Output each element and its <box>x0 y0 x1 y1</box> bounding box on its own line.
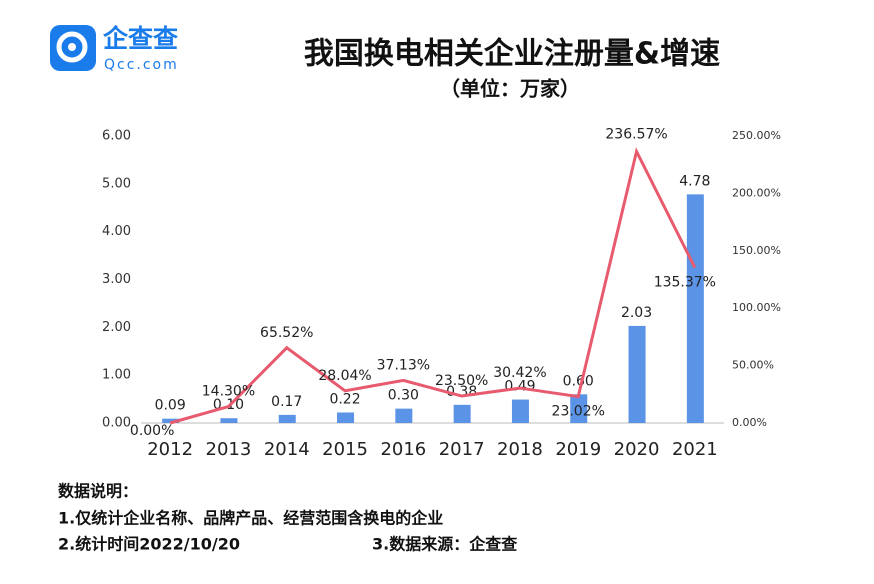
bar <box>278 414 296 423</box>
line-value-label: 14.30% <box>202 384 255 400</box>
y2-tick-label: 150.00% <box>732 244 781 257</box>
line-value-label: 30.42% <box>493 365 546 381</box>
x-tick-label: 2015 <box>322 439 368 460</box>
line-value-label: 236.57% <box>605 126 667 142</box>
y-tick-label: 6.00 <box>102 129 131 144</box>
bar-value-label: 0.60 <box>563 373 594 389</box>
logo-name: 企查查 <box>103 24 178 53</box>
bar-value-label: 4.78 <box>679 173 710 189</box>
note-heading: 数据说明： <box>58 482 138 501</box>
logo-icon-dot <box>68 43 76 51</box>
line-value-label: 0.00% <box>130 423 174 439</box>
y-tick-label: 4.00 <box>102 224 131 239</box>
x-tick-label: 2014 <box>264 439 310 460</box>
bar-value-label: 2.03 <box>621 305 652 321</box>
x-tick-label: 2012 <box>147 439 193 460</box>
x-tick-label: 2013 <box>206 439 252 460</box>
logo-url: Qcc.com <box>104 57 179 73</box>
y-tick-label: 1.00 <box>102 368 131 383</box>
x-tick-label: 2020 <box>614 439 660 460</box>
x-tick-label: 2016 <box>380 439 426 460</box>
note: 1.仅统计企业名称、品牌产品、经营范围含换电的企业 <box>58 509 443 528</box>
x-tick-label: 2021 <box>672 439 718 460</box>
bar <box>686 194 704 423</box>
bar-value-label: 0.09 <box>155 398 186 414</box>
line <box>169 147 697 425</box>
bar-value-label: 0.30 <box>388 388 419 404</box>
bar <box>570 394 588 423</box>
bar <box>337 412 355 423</box>
bar <box>395 408 413 423</box>
y-tick-label: 3.00 <box>102 272 131 287</box>
line-value-label: 28.04% <box>318 368 371 384</box>
bar <box>511 399 529 423</box>
chart-subtitle: （单位：万家） <box>440 77 580 101</box>
y2-tick-label: 50.00% <box>732 359 774 372</box>
x-tick-label: 2019 <box>555 439 601 460</box>
bar-value-label: 0.22 <box>329 391 360 407</box>
line-value-label: 135.37% <box>654 275 716 291</box>
bar-value-label: 0.17 <box>271 394 302 410</box>
line-value-label: 23.02% <box>552 404 605 420</box>
y2-tick-label: 250.00% <box>732 129 781 142</box>
y2-tick-label: 200.00% <box>732 186 781 199</box>
bar <box>220 418 238 423</box>
bar <box>628 325 646 423</box>
y2-tick-label: 100.00% <box>732 301 781 314</box>
line-value-label: 23.50% <box>435 373 488 389</box>
y-tick-label: 2.00 <box>102 320 131 335</box>
logo-icon-ring <box>56 31 88 63</box>
x-tick-label: 2018 <box>497 439 543 460</box>
note: 2.统计时间2022/10/20 <box>58 535 240 554</box>
y-tick-label: 0.00 <box>102 416 131 431</box>
bar <box>162 418 180 423</box>
chart-title: 我国换电相关企业注册量&增速 <box>304 37 720 72</box>
line-value-label: 37.13% <box>377 357 430 373</box>
x-tick-label: 2017 <box>439 439 485 460</box>
bar <box>453 404 471 423</box>
note: 3.数据来源：企查查 <box>372 535 517 554</box>
y2-tick-label: 0.00% <box>732 416 767 429</box>
y-tick-label: 5.00 <box>102 176 131 191</box>
line-value-label: 65.52% <box>260 325 313 341</box>
